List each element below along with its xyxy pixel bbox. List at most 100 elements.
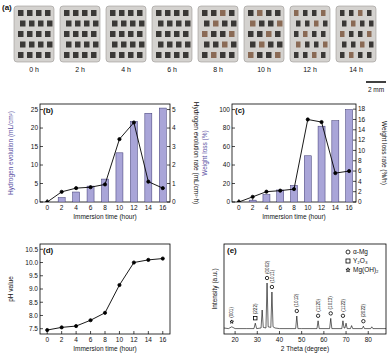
pore xyxy=(45,10,51,16)
marker xyxy=(341,314,344,317)
pore xyxy=(204,21,210,27)
y2-tick xyxy=(353,181,356,182)
scaffold-photo xyxy=(290,6,330,62)
pore xyxy=(358,10,363,16)
chart: 0246810121416020406080100024681012141618… xyxy=(201,104,388,221)
y-tick xyxy=(40,128,43,129)
y2-tick xyxy=(353,140,356,141)
label: 12 xyxy=(130,336,138,343)
pore xyxy=(139,21,145,27)
pore xyxy=(121,21,127,27)
pore xyxy=(27,10,33,16)
pore xyxy=(20,42,26,48)
bar xyxy=(346,110,353,202)
marker xyxy=(265,190,268,193)
pore xyxy=(75,42,81,48)
label: 16 xyxy=(358,116,366,123)
label: 4 xyxy=(74,204,78,211)
pore xyxy=(110,31,116,37)
pore xyxy=(367,52,372,58)
y2-tick xyxy=(353,160,356,161)
pore xyxy=(277,21,283,27)
pore xyxy=(66,21,72,27)
axis-title: Weight loss rate (%/h) xyxy=(380,121,388,185)
pore xyxy=(64,31,70,37)
label: 3 xyxy=(172,143,176,150)
pore xyxy=(158,21,164,27)
scaffold xyxy=(336,6,376,62)
x-tick xyxy=(235,331,236,334)
label: 4 xyxy=(265,204,269,211)
marker xyxy=(89,186,92,189)
pore xyxy=(36,31,42,37)
label: 2 xyxy=(251,204,255,211)
scaffold xyxy=(14,6,54,62)
y2-tick xyxy=(353,171,356,172)
pore xyxy=(156,10,162,16)
pore xyxy=(29,42,35,48)
pore xyxy=(323,42,328,48)
plot-frame xyxy=(40,244,170,334)
pore xyxy=(66,42,72,48)
label: 6 xyxy=(358,167,362,174)
bar xyxy=(277,190,284,202)
pore xyxy=(305,42,310,48)
pore xyxy=(202,52,208,58)
y-tick xyxy=(40,328,43,329)
pore xyxy=(248,10,254,16)
pore xyxy=(222,42,228,48)
marker xyxy=(329,312,332,315)
plot-frame xyxy=(224,244,386,334)
line xyxy=(239,119,349,202)
scaffold-photo xyxy=(60,6,100,62)
pore xyxy=(231,21,237,27)
marker xyxy=(316,314,319,317)
x-tick xyxy=(61,331,62,334)
figure: (a)0 h2 h4 h6 h8 h10 h12 h14 h2 mm024681… xyxy=(0,0,392,362)
pore xyxy=(119,10,125,16)
pore xyxy=(91,10,97,16)
y2-tick xyxy=(353,109,356,110)
y-tick xyxy=(40,315,43,316)
label: 14 xyxy=(332,204,340,211)
label: 2 h xyxy=(75,66,85,73)
pore xyxy=(167,42,173,48)
pore xyxy=(121,42,127,48)
pore xyxy=(183,10,189,16)
marker xyxy=(279,189,282,192)
marker xyxy=(147,180,150,183)
y-tick xyxy=(40,183,43,184)
pore xyxy=(220,52,226,58)
label: 20 xyxy=(223,180,231,187)
pore xyxy=(18,31,24,37)
label: 8 xyxy=(292,204,296,211)
pore xyxy=(360,21,365,27)
pore xyxy=(93,42,99,48)
pore xyxy=(47,42,53,48)
bar xyxy=(249,200,256,202)
line xyxy=(47,259,163,330)
label: 4 h xyxy=(121,66,131,73)
label: 14 h xyxy=(349,66,363,73)
marker xyxy=(334,172,337,175)
pore xyxy=(156,31,162,37)
pore xyxy=(220,31,226,37)
scaffold-photo xyxy=(336,6,376,62)
axis-title: Immersion time (hour) xyxy=(73,345,137,353)
pore xyxy=(139,42,145,48)
marker xyxy=(89,319,92,322)
pore xyxy=(167,21,173,27)
peak-label: (001) xyxy=(229,307,234,318)
label: 0 xyxy=(237,204,241,211)
marker xyxy=(103,183,106,186)
label: 80 xyxy=(223,124,231,131)
label: 1 xyxy=(172,180,176,187)
marker xyxy=(292,188,295,191)
photo-panel: (a)0 h2 h4 h6 h8 h10 h12 h14 h2 mm xyxy=(2,3,386,93)
label: 30 xyxy=(254,336,262,343)
background xyxy=(0,0,392,362)
pore xyxy=(204,42,210,48)
legend-label: Y₂O₃ xyxy=(353,257,368,264)
pore xyxy=(266,52,272,58)
peak-label: (222) xyxy=(253,303,258,314)
